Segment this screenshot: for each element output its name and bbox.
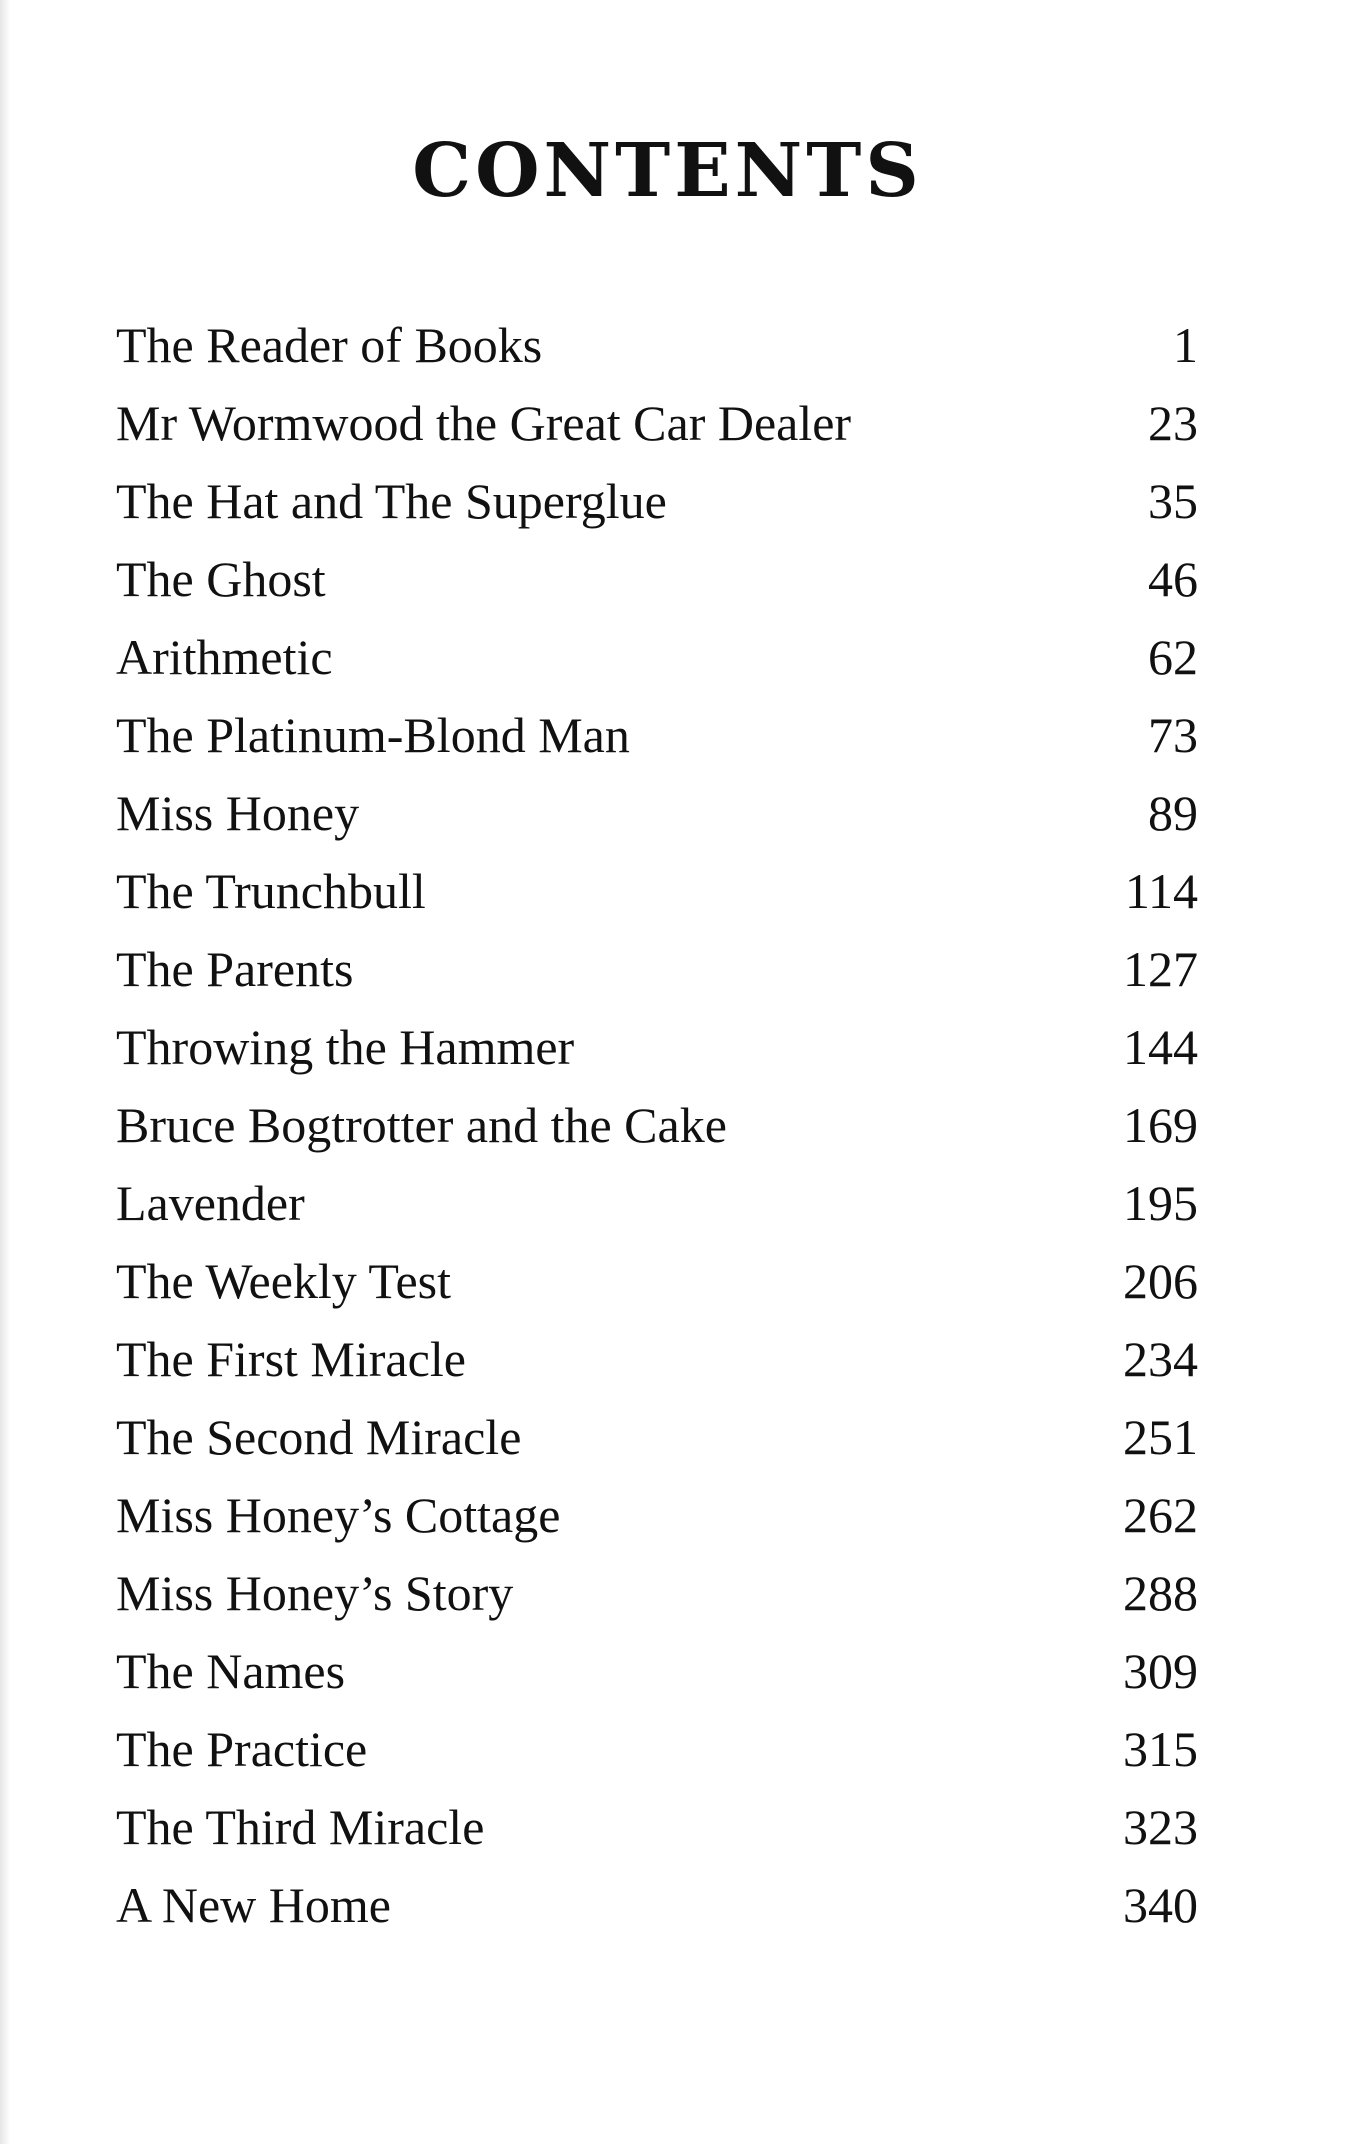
chapter-title: The Parents (116, 941, 354, 997)
toc-entry: The Reader of Books 1 (116, 306, 1198, 384)
chapter-title: Miss Honey’s Story (116, 1565, 514, 1621)
toc-entry: The Platinum-Blond Man 73 (116, 696, 1198, 774)
toc-entry: The First Miracle 234 (116, 1320, 1198, 1398)
chapter-title: Miss Honey’s Cottage (116, 1487, 561, 1543)
page-number: 309 (1123, 1643, 1198, 1699)
chapter-title: The Weekly Test (116, 1253, 451, 1309)
chapter-title: Throwing the Hammer (116, 1019, 575, 1075)
page-number: 62 (1148, 629, 1198, 685)
page-edge-shadow (0, 0, 10, 2144)
chapter-title: Lavender (116, 1175, 305, 1231)
page-number: 340 (1123, 1877, 1198, 1933)
page-number: 144 (1123, 1019, 1198, 1075)
chapter-title: The Third Miracle (116, 1799, 485, 1855)
page-number: 234 (1123, 1331, 1198, 1387)
toc-entry: Miss Honey’s Story 288 (116, 1554, 1198, 1632)
toc-entry: Arithmetic 62 (116, 618, 1198, 696)
toc-entry: The Second Miracle 251 (116, 1398, 1198, 1476)
page-number: 315 (1123, 1721, 1198, 1777)
toc-entry: The Hat and The Superglue 35 (116, 462, 1198, 540)
chapter-title: The Hat and The Superglue (116, 473, 667, 529)
toc-entry: The Third Miracle 323 (116, 1788, 1198, 1866)
toc-entry: The Ghost 46 (116, 540, 1198, 618)
chapter-title: Arithmetic (116, 629, 333, 685)
toc-entry: Bruce Bogtrotter and the Cake 169 (116, 1086, 1198, 1164)
toc-entry: Miss Honey 89 (116, 774, 1198, 852)
chapter-title: The Names (116, 1643, 346, 1699)
toc-entry: A New Home 340 (116, 1866, 1198, 1944)
toc-entry: Mr Wormwood the Great Car Dealer 23 (116, 384, 1198, 462)
page-number: 89 (1148, 785, 1198, 841)
chapter-title: Bruce Bogtrotter and the Cake (116, 1097, 727, 1153)
chapter-title: The Platinum-Blond Man (116, 707, 630, 763)
page-number: 114 (1124, 863, 1198, 919)
toc-entry: Throwing the Hammer 144 (116, 1008, 1198, 1086)
toc-entry: The Trunchbull 114 (116, 852, 1198, 930)
chapter-title: Miss Honey (116, 785, 360, 841)
chapter-title: A New Home (116, 1877, 391, 1933)
page-number: 73 (1148, 707, 1198, 763)
page-number: 323 (1123, 1799, 1198, 1855)
page-title: CONTENTS (412, 128, 923, 214)
chapter-title: The Reader of Books (116, 317, 543, 373)
page-number: 262 (1123, 1487, 1198, 1543)
page-number: 35 (1148, 473, 1198, 529)
table-of-contents: The Reader of Books 1 Mr Wormwood the Grea… (116, 306, 1198, 1944)
toc-entry: The Practice 315 (116, 1710, 1198, 1788)
toc-entry: The Names 309 (116, 1632, 1198, 1710)
page-number: 169 (1123, 1097, 1198, 1153)
page-number: 206 (1123, 1253, 1198, 1309)
page-number: 195 (1123, 1175, 1198, 1231)
toc-entry: Lavender 195 (116, 1164, 1198, 1242)
chapter-title: The Ghost (116, 551, 326, 607)
page-number: 127 (1123, 941, 1198, 997)
chapter-title: Mr Wormwood the Great Car Dealer (116, 395, 852, 451)
chapter-title: The Second Miracle (116, 1409, 522, 1465)
page-number: 1 (1173, 317, 1198, 373)
page-number: 251 (1123, 1409, 1198, 1465)
toc-entry: The Parents 127 (116, 930, 1198, 1008)
chapter-title: The First Miracle (116, 1331, 466, 1387)
toc-entry: Miss Honey’s Cottage 262 (116, 1476, 1198, 1554)
chapter-title: The Trunchbull (116, 863, 426, 919)
page-number: 23 (1148, 395, 1198, 451)
toc-entry: The Weekly Test 206 (116, 1242, 1198, 1320)
page-number: 288 (1123, 1565, 1198, 1621)
page-number: 46 (1148, 551, 1198, 607)
chapter-title: The Practice (116, 1721, 368, 1777)
